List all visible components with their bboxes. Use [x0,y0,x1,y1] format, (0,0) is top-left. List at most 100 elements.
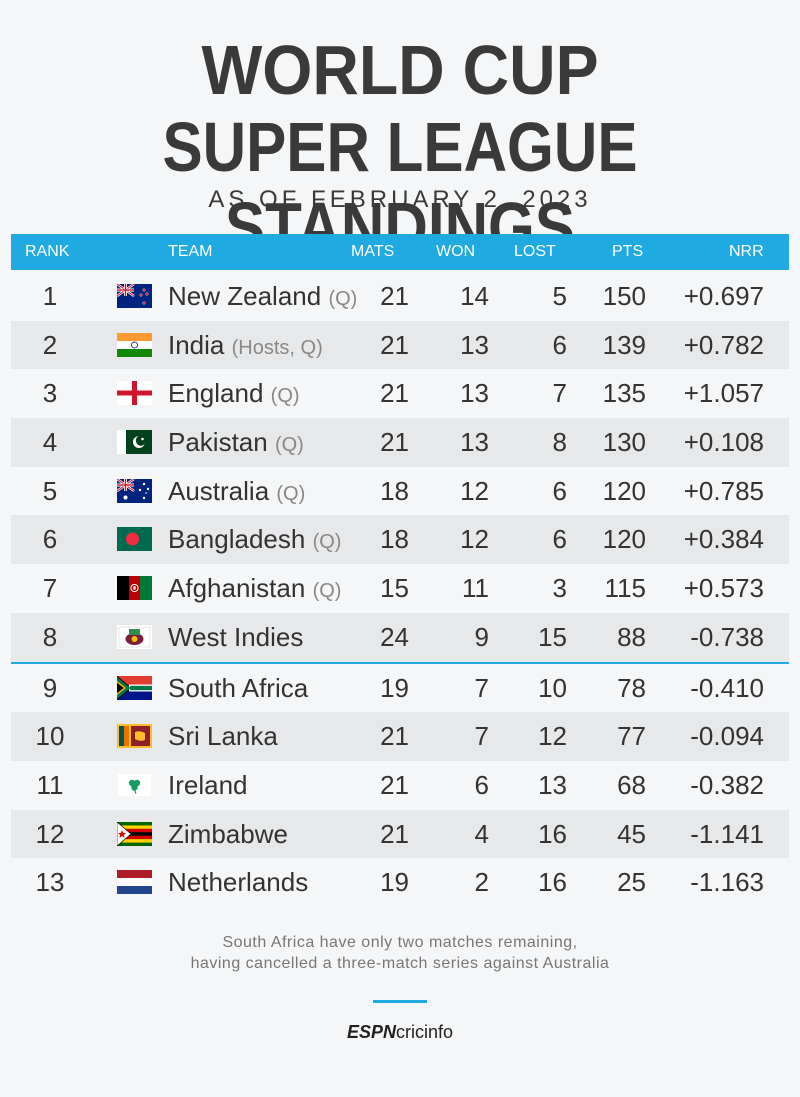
nrr-cell: +0.108 [683,427,764,458]
lost-cell: 6 [552,475,567,506]
mats-cell: 21 [380,427,409,458]
india-flag-icon [117,332,152,357]
ireland-flag-icon [117,772,152,797]
team-name: Afghanistan [168,573,306,604]
nrr-cell: -0.410 [690,672,764,703]
pts-cell: 139 [602,329,646,360]
rank-cell: 2 [42,329,58,360]
nrr-cell: +1.057 [683,378,764,409]
mats-cell: 21 [380,818,409,849]
mats-cell: 15 [380,573,409,604]
table-row: 2 India (Hosts, Q) 21 13 6 139 +0.782 [11,320,789,370]
pts-cell: 120 [602,475,646,506]
lost-cell: 13 [538,769,567,800]
title-line-1: WORLD CUP [201,31,599,109]
rank-cell: 13 [35,867,65,898]
espncricinfo-logo: ESPNcricinfo [0,1022,800,1043]
team-cell: Zimbabwe [168,820,288,851]
header-lost: LOST [514,243,556,260]
west-indies-flag-icon [117,624,152,649]
table-row: 12 Zimbabwe 21 4 16 45 -1.141 [11,809,789,859]
footnote: South Africa have only two matches remai… [0,932,800,974]
team-note: (Q) [274,434,304,457]
standings-table: 1 New Zealand (Q) 21 14 5 150 +0.697 2 India (Ho… [11,272,789,907]
pts-cell: 25 [617,867,646,898]
sri-lanka-flag-icon [117,724,152,749]
mats-cell: 21 [380,378,409,409]
won-cell: 13 [460,378,489,409]
rank-cell: 3 [42,378,58,409]
team-name: Australia [168,475,270,506]
mats-cell: 19 [380,867,409,898]
accent-bar [373,1000,427,1003]
won-cell: 12 [460,475,489,506]
rank-cell: 10 [35,721,65,752]
team-cell: Australia (Q) [168,477,305,508]
lost-cell: 15 [538,621,567,652]
pts-cell: 88 [617,621,646,652]
pakistan-flag-icon [117,430,152,455]
mats-cell: 18 [380,524,409,555]
lost-cell: 16 [538,818,567,849]
lost-cell: 6 [552,329,567,360]
england-flag-icon [117,381,152,406]
lost-cell: 5 [552,281,567,311]
pts-cell: 77 [617,721,646,752]
won-cell: 11 [462,573,489,604]
nrr-cell: -1.141 [690,818,764,849]
zimbabwe-flag-icon [117,821,152,846]
team-cell: West Indies [168,623,303,654]
south-africa-flag-icon [117,675,152,700]
won-cell: 2 [474,867,489,898]
team-cell: Bangladesh (Q) [168,525,341,556]
table-row: 10 Sri Lanka 21 7 12 77 -0.094 [11,712,789,761]
rank-cell: 7 [42,573,58,604]
nz-flag-icon [117,284,152,308]
lost-cell: 6 [552,524,567,555]
rank-cell: 9 [42,672,58,703]
team-name: England [168,378,264,409]
mats-cell: 21 [380,329,409,360]
footnote-line-2: having cancelled a three-match series ag… [190,955,610,972]
won-cell: 6 [474,769,489,800]
pts-cell: 120 [602,524,646,555]
table-row: 5 Australia (Q) 18 12 6 120 +0.785 [11,467,789,516]
won-cell: 14 [460,281,489,311]
team-note: (Q) [312,531,342,554]
table-row: 1 New Zealand (Q) 21 14 5 150 +0.697 [11,272,789,321]
team-note: (Q) [270,385,300,408]
team-name: Bangladesh [168,524,306,555]
team-name: West Indies [168,621,304,652]
logo-cricinfo: cricinfo [396,1022,454,1042]
afghanistan-flag-icon [117,576,152,601]
pts-cell: 130 [602,427,646,458]
table-row: 4 Pakistan (Q) 21 13 8 130 +0.108 [11,418,789,467]
rank-cell: 4 [42,427,58,458]
pts-cell: 150 [602,281,646,311]
netherlands-flag-icon [117,870,152,895]
table-row: 6 Bangladesh (Q) 18 12 6 120 +0.384 [11,515,789,565]
won-cell: 13 [460,427,489,458]
nrr-cell: -0.094 [690,721,764,752]
subtitle: AS OF FEBRUARY 2, 2023 [208,186,592,213]
team-name: Zimbabwe [168,818,288,849]
rank-cell: 11 [36,769,64,800]
bangladesh-flag-icon [117,527,152,552]
header-nrr: NRR [729,243,764,260]
team-name: New Zealand [168,281,322,311]
team-cell: Ireland [168,771,248,802]
won-cell: 4 [474,818,489,849]
team-cell: India (Hosts, Q) [168,331,323,362]
team-name: Sri Lanka [168,721,278,752]
mats-cell: 18 [380,475,409,506]
table-header: RANK TEAM MATS WON LOST PTS NRR [11,234,789,270]
nrr-cell: -0.382 [690,769,764,800]
mats-cell: 21 [380,769,409,800]
header-won: WON [436,243,476,260]
header-mats: MATS [351,243,395,260]
lost-cell: 7 [552,378,567,409]
team-cell: New Zealand (Q) [168,282,357,313]
footnote-line-1: South Africa have only two matches remai… [222,934,578,951]
title-line-2: SUPER LEAGUE STANDINGS [162,108,638,266]
mats-cell: 19 [380,672,409,703]
